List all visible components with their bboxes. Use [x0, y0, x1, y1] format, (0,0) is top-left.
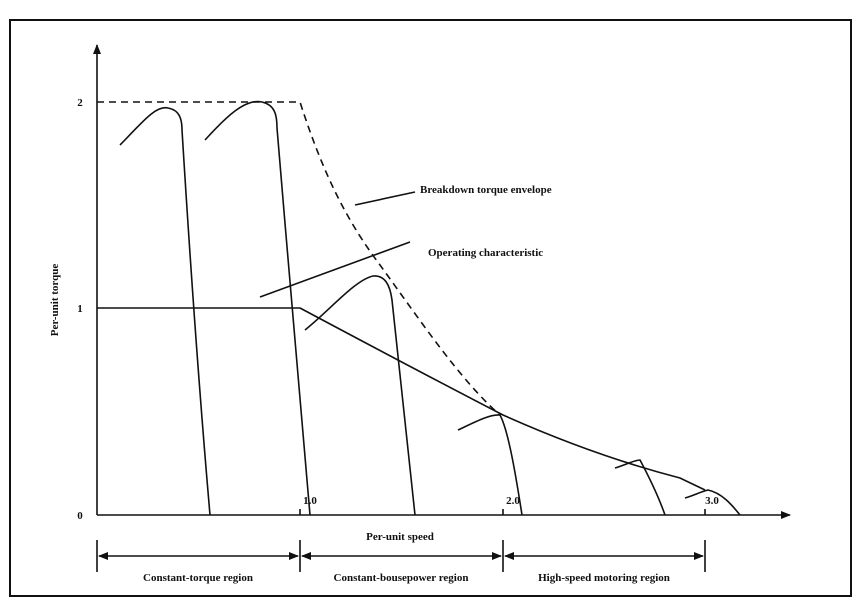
leader-line [260, 242, 410, 297]
y-tick-label: 2 [77, 97, 83, 109]
torque-curve [615, 460, 665, 515]
region-label: Constant-torque region [143, 572, 253, 584]
x-tick-label: 2.0 [506, 495, 520, 507]
torque-curve [120, 108, 210, 515]
x-tick-label: 3.0 [705, 495, 719, 507]
x-axis-label: Per-unit speed [366, 531, 434, 543]
annotation: Operating characteristic [428, 247, 543, 259]
y-axis-label: Per-unit torque [49, 264, 61, 337]
torque-curve [305, 276, 415, 515]
region-label: High-speed motoring region [538, 572, 670, 584]
origin-label: 0 [77, 510, 83, 522]
y-tick-label: 1 [77, 303, 83, 315]
region-label: Constant-bousepower region [334, 572, 469, 584]
annotation: Breakdown torque envelope [420, 184, 552, 196]
x-tick-label: 1.0 [303, 495, 317, 507]
page: 0 1 2 1.0 2.0 3.0 Per-unit speed Per-uni… [0, 0, 860, 601]
leader-line [355, 192, 415, 205]
operating-curve [97, 308, 705, 490]
diagram: 0 1 2 1.0 2.0 3.0 Per-unit speed Per-uni… [0, 0, 860, 601]
